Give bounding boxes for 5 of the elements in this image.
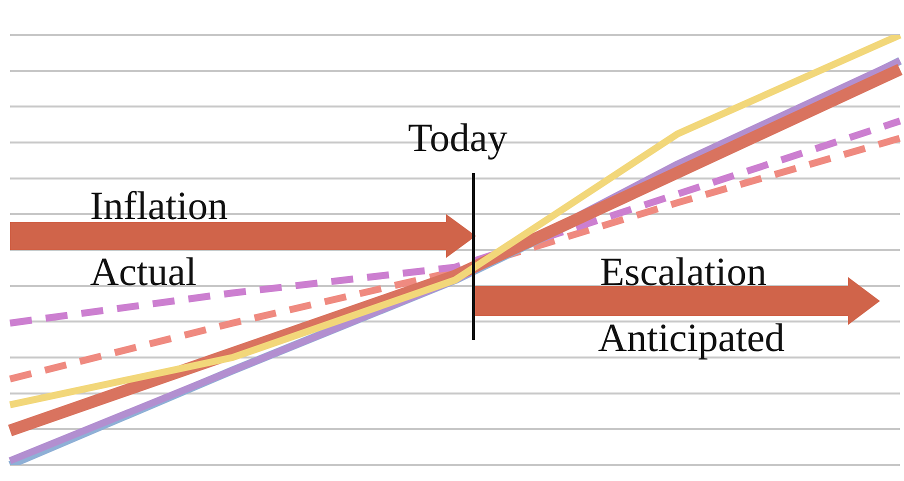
- annotation: Today: [408, 115, 508, 160]
- annotation: Actual: [90, 249, 197, 294]
- annotation: Escalation: [600, 249, 767, 294]
- annotation: Anticipated: [598, 315, 785, 360]
- annotation: Inflation: [90, 183, 228, 228]
